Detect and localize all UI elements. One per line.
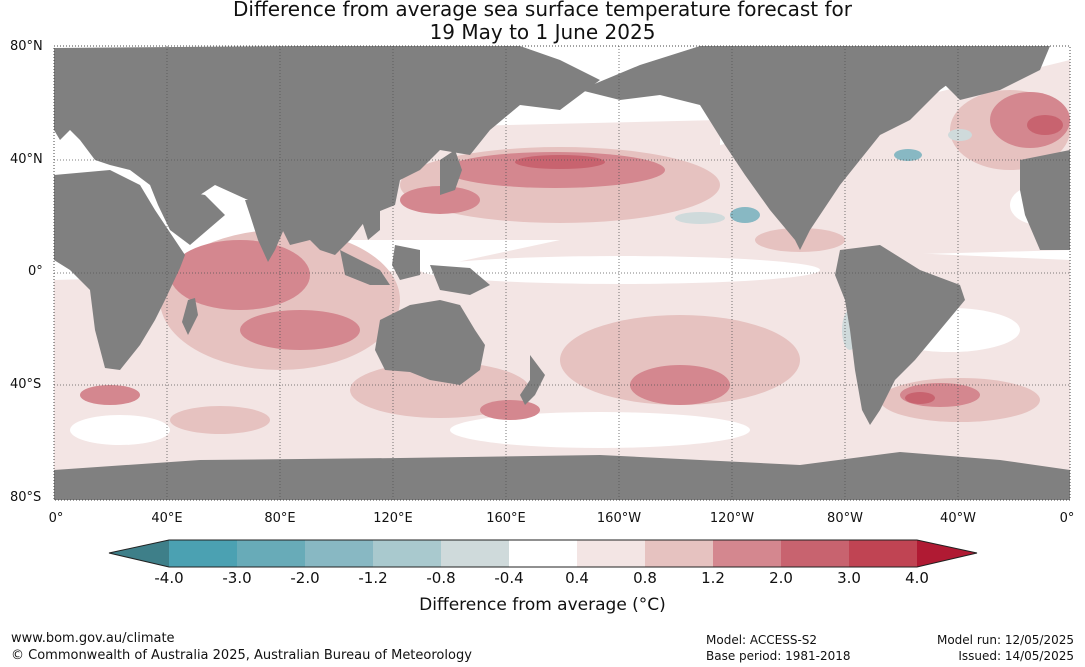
website-link[interactable]: www.bom.gov.au/climate bbox=[11, 631, 175, 646]
model-run-date: Model run: 12/05/2025 bbox=[936, 633, 1074, 647]
issued-date: Issued: 14/05/2025 bbox=[958, 649, 1074, 663]
colorbar-tick-label: 2.0 bbox=[769, 569, 793, 587]
map-title-line-1: Difference from average sea surface temp… bbox=[232, 0, 852, 21]
colorbar-tick-label: -4.0 bbox=[154, 569, 184, 587]
graticule bbox=[54, 46, 1070, 500]
colorbar-segment bbox=[849, 540, 917, 567]
lat-label-40s: 40°S bbox=[10, 377, 42, 392]
colorbar-tick-label: 3.0 bbox=[837, 569, 861, 587]
colorbar-segment bbox=[509, 540, 577, 567]
colorbar-segment bbox=[169, 540, 237, 567]
colorbar-segment bbox=[305, 540, 373, 567]
colorbar-tick-label: -1.2 bbox=[358, 569, 388, 587]
colorbar-tick-label: -0.4 bbox=[494, 569, 524, 587]
lon-label: 120°E bbox=[373, 511, 413, 526]
map-title-line-2: 19 May to 1 June 2025 bbox=[429, 20, 656, 44]
colorbar-tick-label: 0.4 bbox=[565, 569, 589, 587]
lon-label: 80°W bbox=[827, 511, 863, 526]
colorbar-tick-label: 0.8 bbox=[633, 569, 657, 587]
colorbar-segment bbox=[713, 540, 781, 567]
lon-label: 160°W bbox=[596, 511, 642, 526]
colorbar-tick-label: -3.0 bbox=[222, 569, 252, 587]
lon-label: 160°E bbox=[486, 511, 526, 526]
colorbar-segment bbox=[441, 540, 509, 567]
colorbar-segment bbox=[237, 540, 305, 567]
land-masses bbox=[54, 46, 1070, 500]
colorbar-segment bbox=[373, 540, 441, 567]
colorbar-tick-label: 4.0 bbox=[905, 569, 929, 587]
lon-label: 0° bbox=[1059, 511, 1075, 526]
colorbar-segment bbox=[645, 540, 713, 567]
lat-label-40n: 40°N bbox=[10, 152, 43, 167]
base-period: Base period: 1981-2018 bbox=[706, 649, 851, 663]
lat-label-80n: 80°N bbox=[10, 39, 43, 54]
colorbar-label: Difference from average (°C) bbox=[419, 595, 666, 615]
map-frame bbox=[53, 45, 1071, 501]
lon-label: 0° bbox=[48, 511, 64, 526]
lat-label-80s: 80°S bbox=[10, 490, 42, 505]
lat-label-equator: 0° bbox=[28, 264, 43, 279]
colorbar-segment bbox=[781, 540, 849, 567]
lon-label: 80°E bbox=[264, 511, 296, 526]
colorbar-segment bbox=[577, 540, 645, 567]
colorbar-right-arrow bbox=[917, 540, 977, 567]
colorbar bbox=[108, 539, 978, 568]
model-name: Model: ACCESS-S2 bbox=[706, 633, 818, 647]
colorbar-tick-label: -2.0 bbox=[290, 569, 320, 587]
colorbar-tick-label: 1.2 bbox=[701, 569, 725, 587]
colorbar-tick-label: -0.8 bbox=[426, 569, 456, 587]
lon-label: 40°E bbox=[151, 511, 183, 526]
colorbar-left-arrow bbox=[109, 540, 169, 567]
copyright-text: © Commonwealth of Australia 2025, Austra… bbox=[11, 648, 472, 663]
lon-label: 40°W bbox=[940, 511, 976, 526]
lon-label: 120°W bbox=[709, 511, 755, 526]
